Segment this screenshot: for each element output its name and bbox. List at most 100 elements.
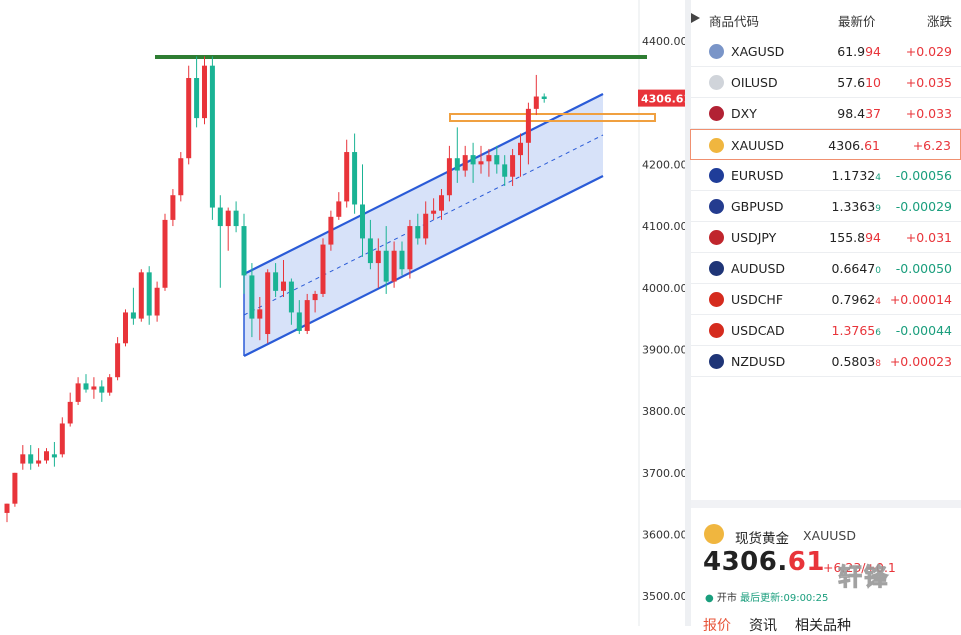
row-change: +0.033 [905, 106, 952, 121]
watchlist-row-gbpusd[interactable]: GBPUSD 1.33639 -0.00029 [691, 191, 961, 222]
candle-body [154, 287, 160, 316]
row-last-price: 0.79624 [832, 292, 881, 307]
row-last-price: 0.58038 [832, 354, 881, 369]
candle-body [233, 210, 239, 227]
y-tick-label: 3500.00 [642, 590, 685, 603]
candle-body [241, 226, 247, 276]
header-change[interactable]: 涨跌 [926, 14, 952, 29]
candle-body [186, 78, 192, 159]
last-main: 0.5803 [831, 354, 876, 369]
candle-body [59, 423, 65, 455]
supply-zone [449, 113, 656, 122]
uk-flag-icon [709, 199, 724, 214]
watchlist-row-usdcad[interactable]: USDCAD 1.37656 -0.00044 [691, 315, 961, 346]
y-tick-label: 4200.00 [642, 158, 685, 171]
tab-related[interactable]: 相关品种 [795, 618, 851, 634]
last-main: 61.9 [837, 44, 866, 59]
candle-body [541, 96, 547, 99]
candle-body [51, 454, 57, 458]
price-chart[interactable]: 4400.004300.004200.004100.004000.003900.… [0, 0, 685, 626]
y-tick-label: 4400.00 [642, 35, 685, 48]
ch-flag-icon [709, 292, 724, 307]
row-change: -0.00050 [895, 261, 952, 276]
candle-body [12, 472, 18, 504]
candle-body [209, 65, 215, 208]
pane-divider[interactable] [685, 0, 691, 626]
candle-body [4, 503, 10, 513]
candle-body [99, 386, 105, 393]
price-integer: 4306. [703, 547, 788, 577]
channel-lower-line [243, 175, 604, 357]
last-pip: 9 [875, 204, 881, 214]
last-highlight: 10 [865, 75, 881, 90]
candle-body [36, 460, 42, 464]
row-change: +0.00023 [889, 354, 952, 369]
watchlist-row-xauusd[interactable]: XAUUSD 4306.61 +6.23 [690, 129, 961, 160]
tab-news[interactable]: 资讯 [749, 618, 777, 634]
status-dot-icon: ● [705, 593, 714, 604]
row-change: -0.00044 [895, 323, 952, 338]
candle-body [502, 164, 508, 177]
last-main: 1.3363 [831, 199, 876, 214]
candle-body [446, 158, 452, 196]
last-highlight: 37 [865, 106, 881, 121]
detail-tabs: 报价 资讯 相关品种 [703, 615, 869, 635]
candle-body [28, 454, 34, 464]
candle-body [130, 312, 136, 319]
watchlist-panel: 商品代码 最新价 涨跌 XAGUSD 61.994 +0.029 OILUSD 57.6… [690, 0, 961, 634]
y-tick-label: 3600.00 [642, 529, 685, 542]
candle-body [391, 250, 397, 282]
au-flag-icon [709, 261, 724, 276]
candle-body [486, 155, 492, 162]
watchlist-row-eurusd[interactable]: EURUSD 1.17324 -0.00056 [691, 160, 961, 191]
candle-body [431, 210, 437, 214]
candle-body [217, 207, 223, 227]
candle-body [407, 226, 413, 270]
candle-body [257, 309, 263, 319]
header-symbol[interactable]: 商品代码 [709, 14, 760, 29]
instrument-name: 现货黄金 [735, 531, 789, 547]
candle-body [525, 108, 531, 143]
row-symbol: XAUUSD [731, 138, 784, 153]
last-main: 1.3765 [831, 323, 876, 338]
candle-body [162, 219, 168, 288]
watchlist-row-xagusd[interactable]: XAGUSD 61.994 +0.029 [691, 36, 961, 67]
row-change: -0.00056 [895, 168, 952, 183]
nz-flag-icon [709, 354, 724, 369]
row-last-price: 0.66470 [832, 261, 881, 276]
candle-body [75, 383, 81, 402]
watchlist-row-oilusd[interactable]: OILUSD 57.610 +0.035 [691, 67, 961, 98]
row-last-price: 4306.61 [828, 138, 880, 153]
row-change: -0.00029 [895, 199, 952, 214]
candle-body [265, 272, 271, 335]
watchlist-header: 商品代码 最新价 涨跌 [691, 0, 961, 36]
silver-icon [709, 44, 724, 59]
candlestick-chart[interactable]: 4400.004300.004200.004100.004000.003900.… [0, 0, 685, 626]
price-change: +6.23/+0.1 [823, 560, 896, 575]
watchlist-row-audusd[interactable]: AUDUSD 0.66470 -0.00050 [691, 253, 961, 284]
last-pip: 4 [875, 173, 881, 183]
row-change: +0.00014 [889, 292, 952, 307]
watchlist-row-nzdusd[interactable]: NZDUSD 0.58038 +0.00023 [691, 346, 961, 377]
y-tick-label: 3900.00 [642, 343, 685, 356]
row-change: +6.23 [912, 138, 951, 153]
tab-quote[interactable]: 报价 [703, 618, 731, 634]
watchlist-row-usdjpy[interactable]: USDJPY 155.894 +0.031 [691, 222, 961, 253]
candle-body [304, 300, 310, 331]
row-symbol: EURUSD [731, 168, 784, 183]
last-main: 0.7962 [831, 292, 876, 307]
y-tick-label: 4100.00 [642, 220, 685, 233]
header-last[interactable]: 最新价 [838, 14, 876, 29]
price-tag-bg [638, 89, 685, 107]
row-symbol: XAGUSD [731, 44, 785, 59]
candle-body [344, 152, 350, 202]
candle-body [115, 343, 121, 378]
watchlist-row-dxy[interactable]: DXY 98.437 +0.033 [691, 98, 961, 129]
last-highlight: 94 [865, 230, 881, 245]
candle-body [146, 272, 152, 316]
candle-body [273, 272, 279, 291]
candle-body [470, 155, 476, 165]
last-pip: 4 [875, 297, 881, 307]
market-status: ● 开市 最后更新:09:00:25 [705, 589, 828, 604]
watchlist-row-usdchf[interactable]: USDCHF 0.79624 +0.00014 [691, 284, 961, 315]
